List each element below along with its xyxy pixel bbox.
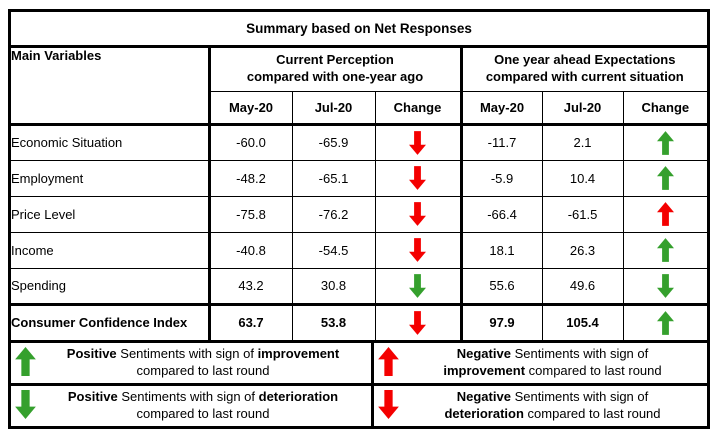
group-header-line2: compared with one-year ago <box>246 69 424 85</box>
cp-may20-value: -40.8 <box>209 232 293 269</box>
summary-table: Main Variables Current Perception compar… <box>11 48 708 340</box>
cp-change-cell <box>375 302 463 340</box>
legend-arrow-icon <box>15 388 39 424</box>
row-label: Employment <box>11 160 211 197</box>
row-label: Price Level <box>11 196 211 233</box>
legend-text: Negative Sentiments with sign of improve… <box>402 346 703 380</box>
legend-text: Positive Sentiments with sign of improve… <box>39 346 367 380</box>
change-arrow-icon <box>656 202 674 226</box>
change-arrow-icon <box>409 310 426 335</box>
cp-jul20-value: -76.2 <box>292 196 376 233</box>
legend-text-line1: Negative Sentiments with sign of <box>456 389 649 405</box>
exp-may20-value: 97.9 <box>461 302 543 340</box>
exp-change-cell <box>623 302 708 340</box>
cp-jul20-value: -54.5 <box>292 232 376 269</box>
exp-may20-value: -66.4 <box>461 196 543 233</box>
cp-may20-value: -75.8 <box>209 196 293 233</box>
change-arrow-icon <box>656 310 674 335</box>
cp-may20-value: 63.7 <box>209 302 293 340</box>
current-perception-group-header: Current Perception compared with one-yea… <box>209 48 463 92</box>
legend-item: Positive Sentiments with sign of improve… <box>11 343 374 386</box>
summary-table-container: Summary based on Net Responses Main Vari… <box>8 9 710 429</box>
exp-may20-value: 55.6 <box>461 268 543 305</box>
group-header-line2: compared with current situation <box>485 69 684 85</box>
exp-change-cell <box>623 232 708 269</box>
legend-item: Positive Sentiments with sign of deterio… <box>11 386 374 426</box>
change-arrow-icon <box>409 166 426 190</box>
table-row: Economic Situation -60.0 -65.9 -11.7 2.1 <box>11 124 708 161</box>
column-header-cp-jul20: Jul-20 <box>292 91 376 126</box>
table-row: Spending 43.2 30.8 55.6 49.6 <box>11 268 708 305</box>
cp-change-cell <box>375 160 463 197</box>
exp-jul20-value: 105.4 <box>542 302 624 340</box>
change-arrow-icon <box>409 238 426 262</box>
change-arrow-icon <box>409 202 426 226</box>
column-header-exp-change: Change <box>623 91 708 126</box>
column-header-cp-may20: May-20 <box>209 91 293 126</box>
exp-jul20-value: 26.3 <box>542 232 624 269</box>
cp-jul20-value: 30.8 <box>292 268 376 305</box>
legend-arrow-icon <box>15 345 39 381</box>
column-header-cp-change: Change <box>375 91 463 126</box>
column-header-exp-jul20: Jul-20 <box>542 91 624 126</box>
change-arrow-icon <box>409 130 426 155</box>
legend-item: Negative Sentiments with sign of improve… <box>374 343 707 386</box>
change-arrow-icon <box>656 130 674 155</box>
table-row: Income -40.8 -54.5 18.1 26.3 <box>11 232 708 269</box>
exp-change-cell <box>623 160 708 197</box>
legend-text-line1: Positive Sentiments with sign of improve… <box>66 346 340 362</box>
table-row: Price Level -75.8 -76.2 -66.4 -61.5 <box>11 196 708 233</box>
exp-change-cell <box>623 124 708 161</box>
exp-may20-value: -5.9 <box>461 160 543 197</box>
table-row: Consumer Confidence Index 63.7 53.8 97.9… <box>11 302 708 340</box>
legend-text: Negative Sentiments with sign of deterio… <box>402 389 703 423</box>
column-header-exp-may20: May-20 <box>461 91 543 126</box>
exp-may20-value: 18.1 <box>461 232 543 269</box>
cp-change-cell <box>375 196 463 233</box>
cp-may20-value: 43.2 <box>209 268 293 305</box>
legend-text-line1: Negative Sentiments with sign of <box>456 346 649 362</box>
exp-may20-value: -11.7 <box>461 124 543 161</box>
table-title: Summary based on Net Responses <box>11 12 707 48</box>
group-header-line1: One year ahead Expectations <box>494 52 676 68</box>
legend-item: Negative Sentiments with sign of deterio… <box>374 386 707 426</box>
legend-text-line2: improvement compared to last round <box>443 363 662 378</box>
row-label: Income <box>11 232 211 269</box>
exp-change-cell <box>623 268 708 305</box>
group-header-line1: Current Perception <box>276 52 394 68</box>
cp-jul20-value: 53.8 <box>292 302 376 340</box>
change-arrow-icon <box>656 166 674 190</box>
cp-change-cell <box>375 232 463 269</box>
cp-may20-value: -60.0 <box>209 124 293 161</box>
table-row: Employment -48.2 -65.1 -5.9 10.4 <box>11 160 708 197</box>
exp-jul20-value: 49.6 <box>542 268 624 305</box>
exp-jul20-value: -61.5 <box>542 196 624 233</box>
table-body: Economic Situation -60.0 -65.9 -11.7 2.1… <box>11 124 708 340</box>
exp-jul20-value: 2.1 <box>542 124 624 161</box>
legend-text-line2: compared to last round <box>136 406 270 421</box>
cp-change-cell <box>375 124 463 161</box>
cp-may20-value: -48.2 <box>209 160 293 197</box>
cp-change-cell <box>375 268 463 305</box>
row-label: Spending <box>11 268 211 305</box>
legend-arrow-icon <box>378 388 402 424</box>
legend-text-line1: Positive Sentiments with sign of deterio… <box>67 389 339 405</box>
change-arrow-icon <box>409 273 426 298</box>
cp-jul20-value: -65.9 <box>292 124 376 161</box>
expectations-group-header: One year ahead Expectations compared wit… <box>461 48 708 92</box>
legend: Positive Sentiments with sign of improve… <box>11 340 707 426</box>
legend-text-line2: deterioration compared to last round <box>444 406 661 421</box>
change-arrow-icon <box>656 273 674 298</box>
exp-jul20-value: 10.4 <box>542 160 624 197</box>
row-label: Consumer Confidence Index <box>11 302 211 340</box>
exp-change-cell <box>623 196 708 233</box>
cp-jul20-value: -65.1 <box>292 160 376 197</box>
row-label: Economic Situation <box>11 124 211 161</box>
legend-arrow-icon <box>378 345 402 381</box>
legend-text-line2: compared to last round <box>136 363 270 378</box>
legend-text: Positive Sentiments with sign of deterio… <box>39 389 367 423</box>
main-variables-header: Main Variables <box>11 48 211 126</box>
change-arrow-icon <box>656 238 674 262</box>
